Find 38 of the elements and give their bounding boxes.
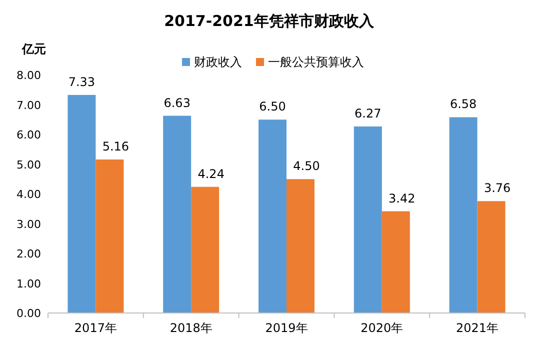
x-tick-label: 2017年 <box>74 321 117 335</box>
bar <box>191 186 220 313</box>
y-tick-label: 1.00 <box>16 277 41 290</box>
bar <box>477 201 506 313</box>
x-tick-label: 2019年 <box>265 321 308 335</box>
data-label: 4.50 <box>293 159 320 174</box>
x-tick-label: 2020年 <box>360 321 404 335</box>
bar <box>258 120 286 313</box>
bar <box>382 211 410 313</box>
x-tick-label: 2018年 <box>170 321 212 335</box>
legend-label: 一般公共预算收入 <box>268 55 364 69</box>
y-tick-label: 6.00 <box>16 128 41 142</box>
data-label: 6.50 <box>259 100 286 114</box>
y-tick-label: 4.00 <box>16 188 41 201</box>
data-label: 6.58 <box>450 97 477 112</box>
x-tick-label: 2021年 <box>456 321 499 335</box>
data-label: 6.27 <box>354 106 382 120</box>
data-label: 7.33 <box>68 74 96 89</box>
y-tick-label: 2.00 <box>16 248 41 260</box>
bar <box>68 94 96 313</box>
y-tick-label: 5.00 <box>16 158 41 172</box>
data-label: 3.76 <box>484 181 511 196</box>
data-label: 4.24 <box>198 166 224 181</box>
legend-label: 财政收入 <box>194 55 242 69</box>
bar <box>449 117 478 313</box>
bar <box>286 179 314 313</box>
data-label: 5.16 <box>102 139 130 154</box>
y-axis-title: 亿元 <box>21 42 46 56</box>
bar <box>354 126 382 313</box>
bar <box>96 159 124 313</box>
y-tick-label: 0.00 <box>16 307 41 320</box>
data-label: 6.63 <box>164 96 190 110</box>
bar <box>163 116 192 313</box>
y-tick-label: 7.00 <box>16 98 41 112</box>
chart-title: 2017-2021年凭祥市财政收入 <box>164 12 375 30</box>
y-tick-label: 3.00 <box>16 218 41 231</box>
data-label: 3.42 <box>388 191 416 206</box>
y-tick-label: 8.00 <box>16 69 41 82</box>
